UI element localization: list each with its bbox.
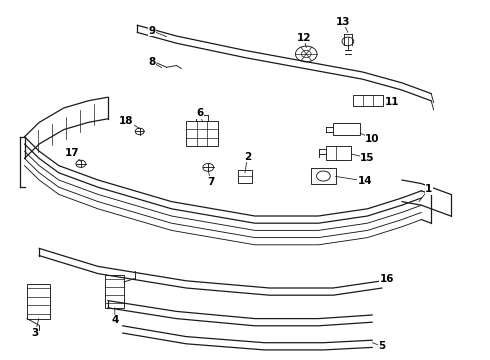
Text: 17: 17 bbox=[65, 148, 80, 158]
Text: 1: 1 bbox=[425, 184, 432, 194]
Text: 4: 4 bbox=[111, 315, 119, 325]
Bar bbox=[326, 146, 351, 160]
Bar bbox=[105, 275, 124, 308]
Bar bbox=[27, 284, 50, 319]
Bar bbox=[311, 168, 336, 184]
Text: 2: 2 bbox=[244, 152, 251, 162]
Bar bbox=[238, 170, 252, 183]
Text: 7: 7 bbox=[207, 177, 215, 187]
Text: 9: 9 bbox=[148, 26, 155, 36]
Text: 15: 15 bbox=[360, 153, 375, 163]
Text: 6: 6 bbox=[196, 108, 203, 118]
Text: 12: 12 bbox=[296, 33, 311, 43]
Text: 5: 5 bbox=[379, 341, 386, 351]
Text: 8: 8 bbox=[148, 57, 155, 67]
Bar bbox=[186, 121, 218, 146]
Bar bbox=[353, 95, 383, 106]
Text: 14: 14 bbox=[358, 176, 372, 186]
Text: 10: 10 bbox=[365, 134, 380, 144]
Text: 11: 11 bbox=[385, 96, 399, 107]
Bar bbox=[333, 123, 360, 135]
Text: 16: 16 bbox=[380, 274, 394, 284]
Text: 13: 13 bbox=[336, 17, 350, 27]
Text: 3: 3 bbox=[32, 328, 39, 338]
Text: 18: 18 bbox=[119, 116, 134, 126]
